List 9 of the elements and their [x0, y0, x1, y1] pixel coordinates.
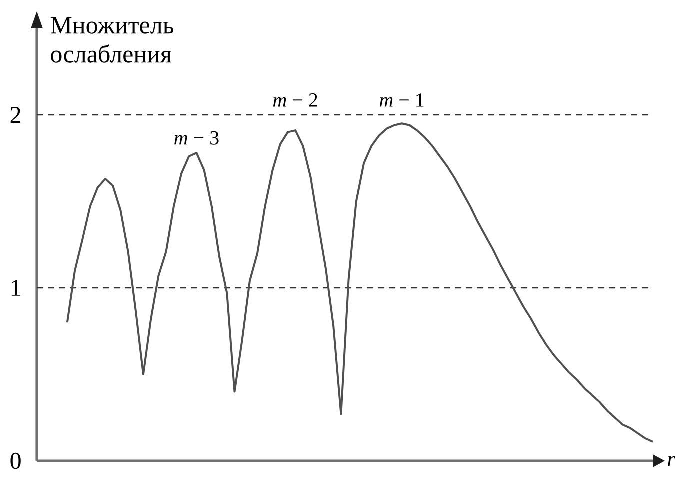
y-tick-label: 0	[10, 452, 21, 470]
annotation: m − 1	[380, 94, 424, 107]
x-axis-title: r	[668, 456, 676, 466]
annotation: m − 3	[174, 131, 219, 145]
annotation: m − 2	[273, 94, 318, 107]
y-axis-title: Множитель ослабления	[50, 17, 174, 63]
y-tick-label: 2	[10, 107, 20, 123]
y-tick-label: 1	[12, 280, 20, 296]
line-series	[66, 122, 654, 443]
